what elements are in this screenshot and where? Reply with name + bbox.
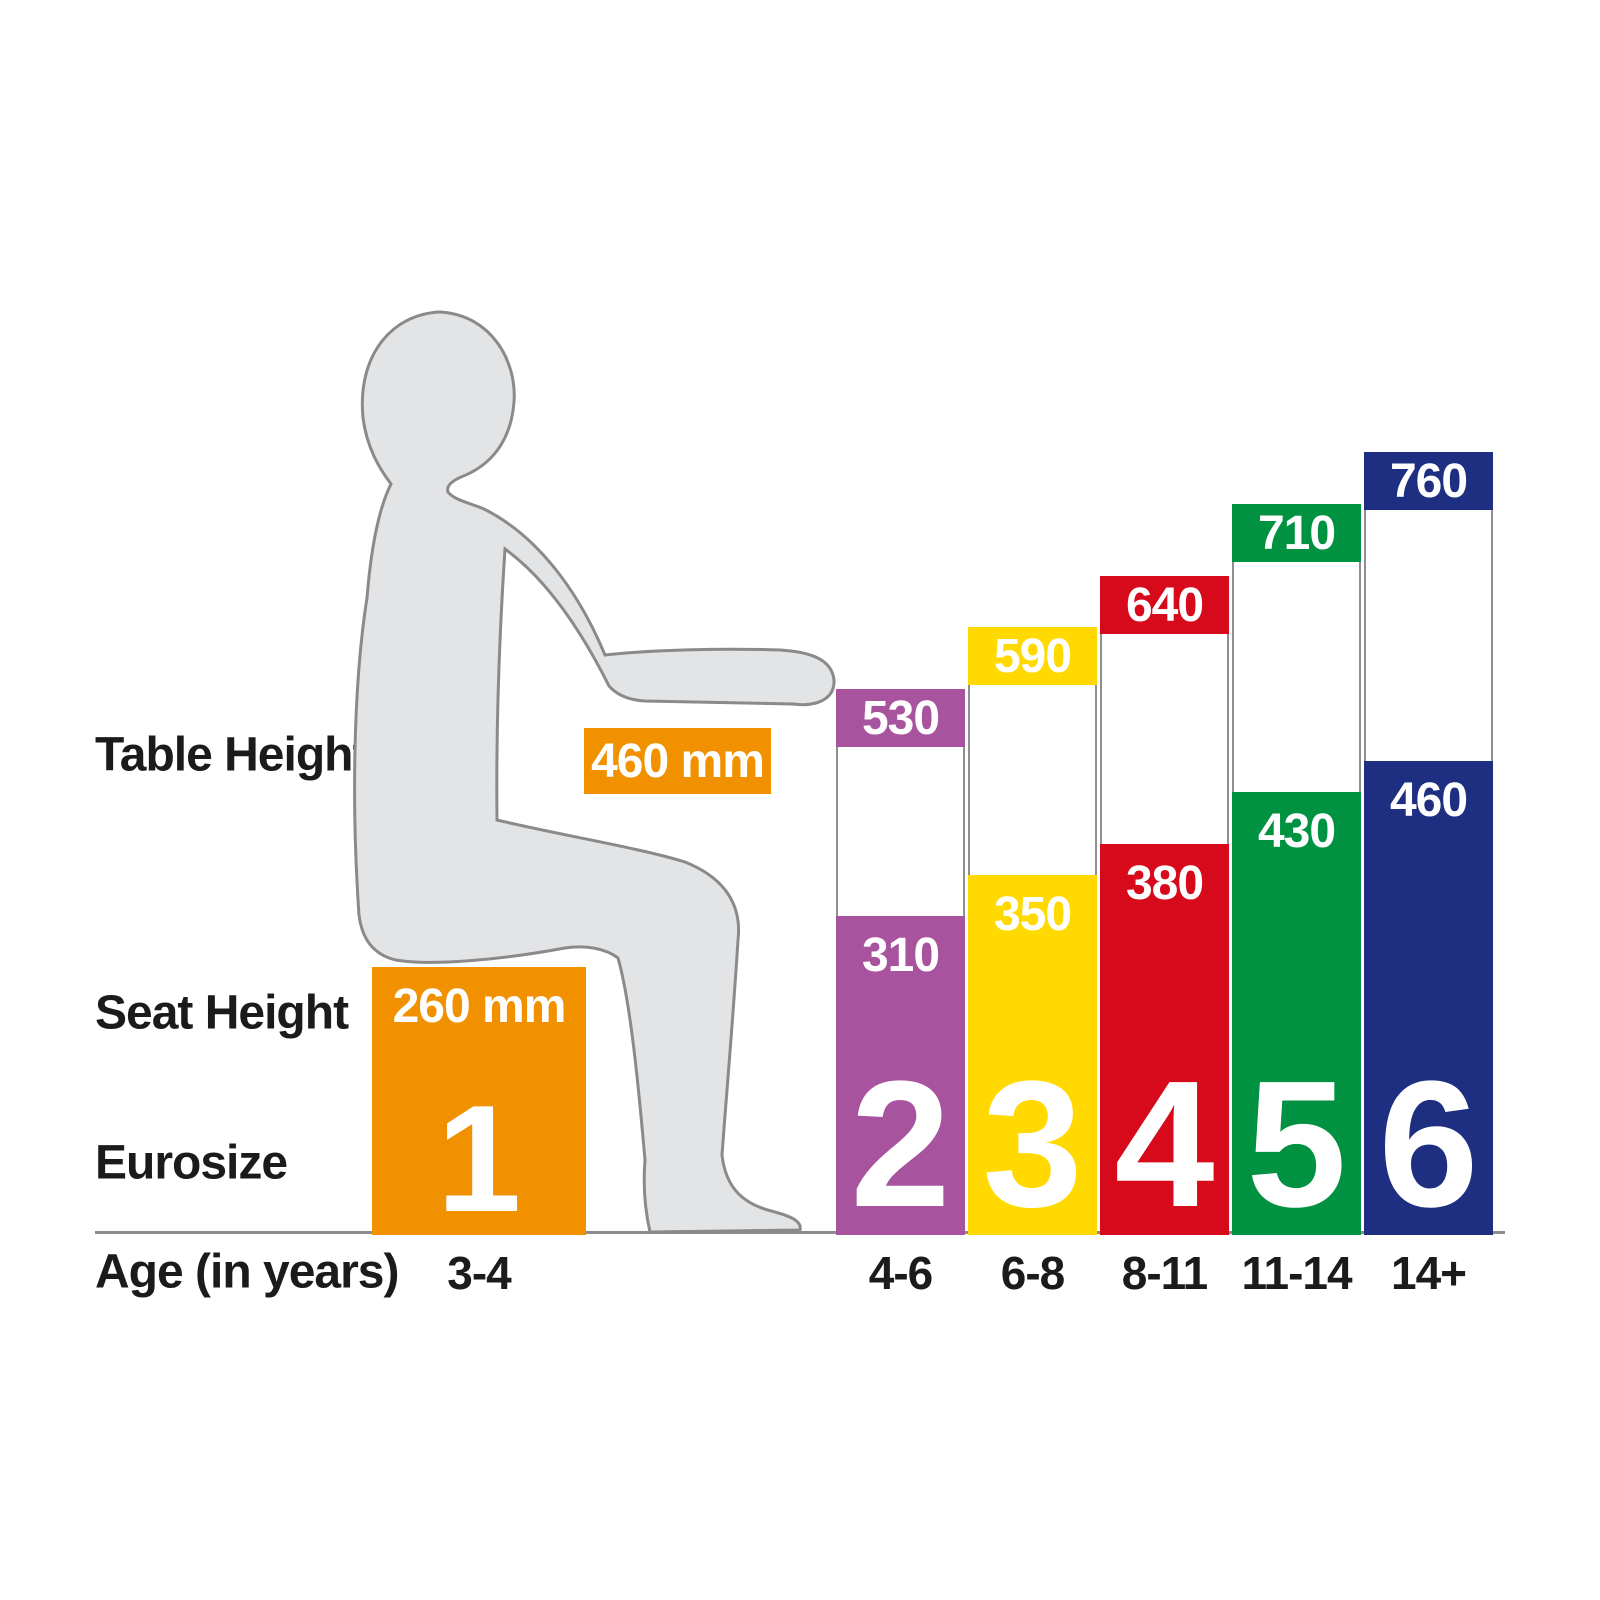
table-height-row-label: Table Height xyxy=(95,728,368,782)
eurosize-number: 1 xyxy=(436,1074,522,1244)
table-height-cap: 640 xyxy=(1100,576,1229,634)
seat-bar: 310 2 xyxy=(836,916,965,1235)
age-label: 14+ xyxy=(1390,1247,1467,1299)
eurosize-row-label: Eurosize xyxy=(95,1136,288,1190)
age-label: 3-4 xyxy=(447,1247,511,1299)
seat-height-value: 430 xyxy=(1257,805,1336,858)
age-row-label: Age (in years) xyxy=(95,1245,399,1299)
seat-height-value: 260 mm xyxy=(392,980,567,1033)
table-height-badge: 460 mm xyxy=(584,728,771,794)
table-height-cap: 710 xyxy=(1232,504,1361,562)
table-height-cap: 760 xyxy=(1364,452,1493,510)
eurosize-number: 4 xyxy=(1114,1044,1215,1245)
seat-height-value: 350 xyxy=(993,888,1072,941)
eurosize-1-seat-block: 260 mm 1 xyxy=(372,967,586,1235)
eurosize-number: 5 xyxy=(1246,1044,1347,1245)
column-gap-outline xyxy=(836,747,965,916)
seat-height-value: 310 xyxy=(861,929,940,982)
column-gap-outline xyxy=(1232,562,1361,792)
seat-height-value: 460 xyxy=(1389,774,1468,827)
age-label: 11-14 xyxy=(1241,1247,1352,1299)
table-height-cap: 590 xyxy=(968,627,1097,685)
eurosize-number: 6 xyxy=(1378,1044,1479,1245)
age-label: 8-11 xyxy=(1121,1247,1209,1299)
age-label: 6-8 xyxy=(1000,1247,1065,1299)
eurosize-number: 3 xyxy=(982,1044,1083,1245)
eurosize-number: 2 xyxy=(850,1044,951,1245)
seat-bar: 380 4 xyxy=(1100,844,1229,1235)
seat-height-value: 380 xyxy=(1125,857,1204,910)
seat-bar: 460 6 xyxy=(1364,761,1493,1235)
seat-bar: 430 5 xyxy=(1232,792,1361,1235)
age-label: 4-6 xyxy=(868,1247,933,1299)
column-gap-outline xyxy=(968,685,1097,875)
seat-bar: 350 3 xyxy=(968,875,1097,1235)
column-gap-outline xyxy=(1100,634,1229,844)
seat-height-row-label: Seat Height xyxy=(95,986,349,1040)
column-gap-outline xyxy=(1364,510,1493,761)
table-height-cap: 530 xyxy=(836,689,965,747)
